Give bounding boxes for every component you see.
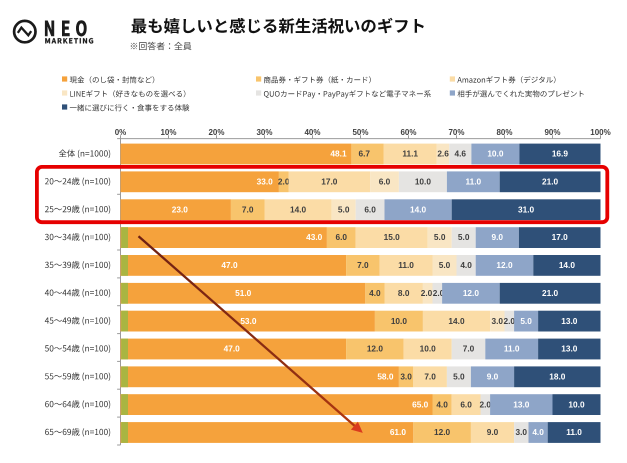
svg-text:7.0: 7.0 <box>424 372 436 382</box>
svg-text:17.0: 17.0 <box>321 177 338 187</box>
svg-text:3.0: 3.0 <box>516 427 528 437</box>
svg-text:13.0: 13.0 <box>561 316 578 326</box>
svg-text:30%: 30% <box>256 128 272 137</box>
svg-text:47.0: 47.0 <box>221 260 238 270</box>
svg-text:9.0: 9.0 <box>487 427 499 437</box>
svg-text:58.0: 58.0 <box>377 372 394 382</box>
svg-text:4.0: 4.0 <box>532 427 544 437</box>
svg-text:12.0: 12.0 <box>434 427 451 437</box>
svg-text:9.0: 9.0 <box>487 372 499 382</box>
svg-text:2.0: 2.0 <box>278 177 290 187</box>
svg-text:13.0: 13.0 <box>561 344 578 354</box>
svg-text:11.0: 11.0 <box>566 427 582 437</box>
svg-text:7.0: 7.0 <box>242 204 254 214</box>
svg-text:61.0: 61.0 <box>390 427 407 437</box>
svg-text:14.0: 14.0 <box>559 260 576 270</box>
svg-text:60%: 60% <box>400 128 416 137</box>
svg-text:16.9: 16.9 <box>552 149 569 159</box>
svg-text:8.0: 8.0 <box>398 288 410 298</box>
svg-text:100%: 100% <box>590 128 610 137</box>
svg-text:10.0: 10.0 <box>415 177 432 187</box>
svg-text:2.0: 2.0 <box>433 288 445 298</box>
svg-text:12.0: 12.0 <box>463 288 480 298</box>
svg-text:23.0: 23.0 <box>172 204 189 214</box>
svg-text:7.0: 7.0 <box>357 260 369 270</box>
svg-text:4.6: 4.6 <box>455 149 467 159</box>
svg-text:33.0: 33.0 <box>257 177 274 187</box>
svg-text:6.0: 6.0 <box>336 232 348 242</box>
svg-text:90%: 90% <box>544 128 560 137</box>
svg-text:14.0: 14.0 <box>410 204 427 214</box>
svg-text:20%: 20% <box>208 128 224 137</box>
svg-text:65.0: 65.0 <box>412 399 429 409</box>
svg-text:6.0: 6.0 <box>379 177 391 187</box>
svg-text:47.0: 47.0 <box>224 344 241 354</box>
svg-text:12.0: 12.0 <box>367 344 384 354</box>
svg-text:10%: 10% <box>160 128 176 137</box>
svg-text:10.0: 10.0 <box>487 149 504 159</box>
svg-text:4.0: 4.0 <box>460 260 472 270</box>
svg-text:2.0: 2.0 <box>421 288 433 298</box>
svg-text:2.0: 2.0 <box>480 399 492 409</box>
svg-text:11.1: 11.1 <box>402 149 418 159</box>
svg-text:2.6: 2.6 <box>437 149 449 159</box>
svg-text:21.0: 21.0 <box>542 177 559 187</box>
svg-text:18.0: 18.0 <box>549 372 566 382</box>
svg-text:50%: 50% <box>352 128 368 137</box>
svg-text:4.0: 4.0 <box>436 399 448 409</box>
svg-text:6.0: 6.0 <box>364 204 376 214</box>
svg-text:12.0: 12.0 <box>496 260 513 270</box>
svg-text:0%: 0% <box>115 128 127 137</box>
svg-text:48.1: 48.1 <box>330 149 347 159</box>
svg-text:5.0: 5.0 <box>520 316 532 326</box>
svg-text:31.0: 31.0 <box>518 204 535 214</box>
svg-text:9.0: 9.0 <box>492 232 504 242</box>
svg-text:21.0: 21.0 <box>542 288 559 298</box>
svg-text:7.0: 7.0 <box>463 344 475 354</box>
svg-text:11.0: 11.0 <box>398 260 414 270</box>
svg-text:17.0: 17.0 <box>552 232 569 242</box>
svg-text:14.0: 14.0 <box>448 316 465 326</box>
svg-text:4.0: 4.0 <box>369 288 381 298</box>
svg-text:2.0: 2.0 <box>504 316 516 326</box>
svg-text:15.0: 15.0 <box>384 232 401 242</box>
svg-text:5.0: 5.0 <box>458 232 470 242</box>
svg-text:6.0: 6.0 <box>460 399 472 409</box>
svg-text:13.0: 13.0 <box>513 399 530 409</box>
svg-text:40%: 40% <box>304 128 320 137</box>
svg-text:10.0: 10.0 <box>391 316 408 326</box>
svg-text:6.7: 6.7 <box>359 149 371 159</box>
svg-text:11.0: 11.0 <box>465 177 481 187</box>
svg-text:51.0: 51.0 <box>235 288 252 298</box>
svg-text:10.0: 10.0 <box>568 399 585 409</box>
svg-text:5.0: 5.0 <box>439 260 451 270</box>
svg-text:3.0: 3.0 <box>400 372 412 382</box>
svg-text:5.0: 5.0 <box>434 232 446 242</box>
svg-text:53.0: 53.0 <box>240 316 257 326</box>
svg-text:14.0: 14.0 <box>290 204 307 214</box>
svg-text:11.0: 11.0 <box>504 344 520 354</box>
svg-text:80%: 80% <box>496 128 512 137</box>
svg-text:5.0: 5.0 <box>338 204 350 214</box>
svg-text:70%: 70% <box>448 128 464 137</box>
svg-text:10.0: 10.0 <box>420 344 437 354</box>
svg-text:43.0: 43.0 <box>306 232 323 242</box>
svg-text:5.0: 5.0 <box>453 372 465 382</box>
svg-text:3.0: 3.0 <box>492 316 504 326</box>
